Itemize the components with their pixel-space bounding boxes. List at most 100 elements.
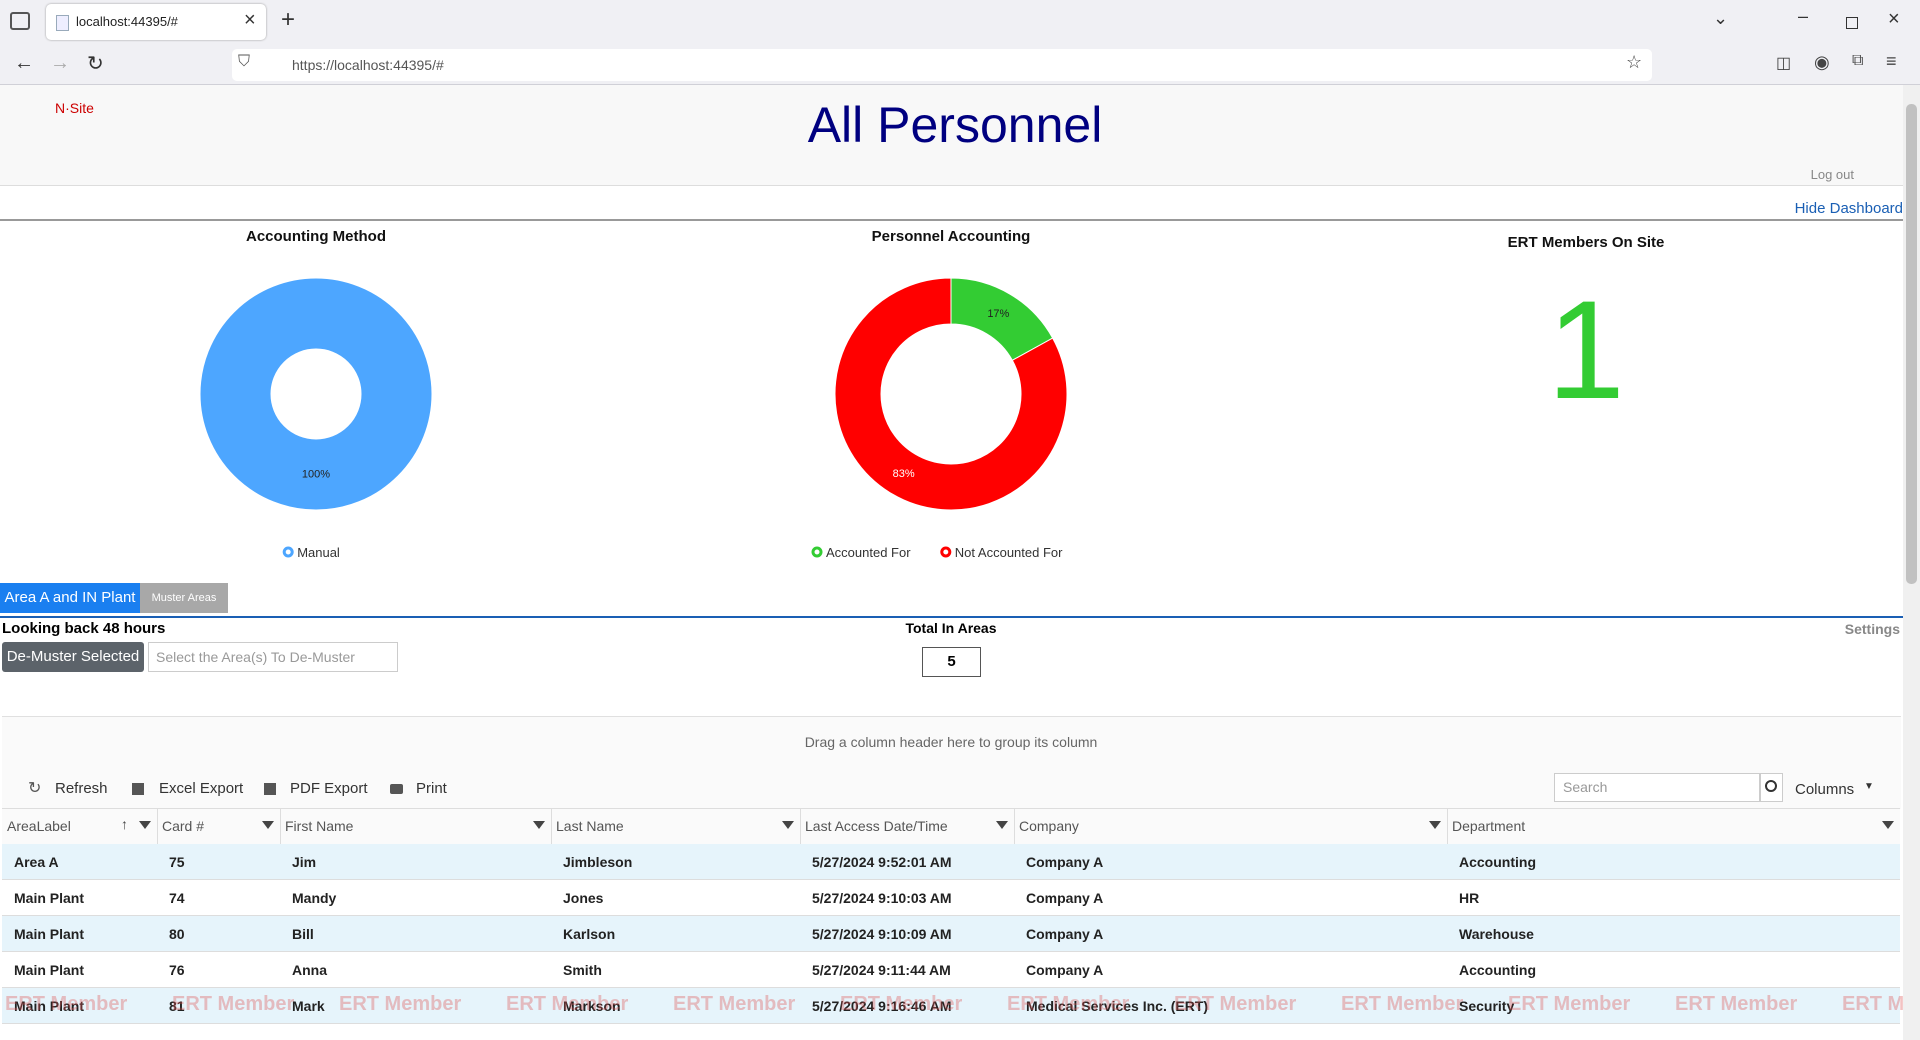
bookmark-star[interactable]: ☆ <box>1626 52 1643 72</box>
filter-icon[interactable] <box>262 821 274 829</box>
de-muster-button[interactable]: De-Muster Selected <box>2 642 144 672</box>
legend-label: Manual <box>297 545 340 560</box>
grid-cell: Warehouse <box>1459 926 1534 942</box>
tab-overflow[interactable]: ⌄ <box>1713 8 1729 28</box>
page-title: All Personnel <box>807 97 1103 153</box>
back[interactable]: ← <box>14 52 34 74</box>
search-box[interactable]: Search <box>1554 773 1760 802</box>
grid-cell: 5/27/2024 9:10:09 AM <box>812 926 952 942</box>
grid-cell: Bill <box>292 926 314 942</box>
pie-slice <box>199 277 433 511</box>
column-header[interactable]: Department <box>1452 818 1526 834</box>
grid-cell: Jimbleson <box>563 854 633 870</box>
grid-cell: 75 <box>169 854 185 870</box>
grid-cell: Jones <box>563 890 604 906</box>
print[interactable]: Print <box>416 780 447 797</box>
grid-cell: Markson <box>563 998 621 1014</box>
column-header[interactable]: First Name <box>285 818 354 834</box>
slice-label: 17% <box>987 308 1009 320</box>
extensions[interactable]: ⧉ <box>1852 52 1864 69</box>
grid-cell: Company A <box>1026 890 1104 906</box>
brand[interactable]: N·Site <box>55 100 94 116</box>
column-divider <box>157 808 158 844</box>
dashboard: Accounting Method 100% Manual Personnel Acc… <box>199 228 1068 560</box>
column-divider <box>280 808 281 844</box>
tab[interactable]: Area A and IN Plant <box>0 583 140 613</box>
chart-title: Personnel Accounting <box>872 228 1031 245</box>
grid-row[interactable] <box>2 952 1900 988</box>
grid-cell: Company A <box>1026 926 1104 942</box>
filter-icon[interactable] <box>1882 821 1894 829</box>
menu[interactable]: ≡ <box>1886 51 1897 71</box>
pdf-export[interactable]: PDF Export <box>290 780 368 797</box>
pocket[interactable]: ◫ <box>1776 55 1792 72</box>
filter-icon[interactable] <box>782 821 794 829</box>
column-header[interactable]: Last Access Date/Time <box>805 818 948 834</box>
sort-icon: ↑ <box>121 816 128 832</box>
grid-cell: 5/27/2024 9:10:03 AM <box>812 890 952 906</box>
divider <box>0 219 1903 221</box>
grid-cell: Area A <box>14 854 59 870</box>
grid-cell: Company A <box>1026 962 1104 978</box>
new-tab[interactable]: + <box>281 6 296 33</box>
tab[interactable]: Muster Areas <box>140 583 228 613</box>
close-window[interactable]: × <box>1888 8 1900 30</box>
account[interactable]: ◉ <box>1814 52 1830 72</box>
ert-count: 1 <box>1547 271 1625 428</box>
grid-cell: Accounting <box>1459 962 1536 978</box>
scrollbar-thumb[interactable] <box>1906 104 1917 584</box>
refresh-icon: ↻ <box>28 780 42 797</box>
grid-cell: Medical Services Inc. (ERT) <box>1026 998 1209 1014</box>
excel-icon <box>132 783 144 795</box>
chart-title: Accounting Method <box>246 228 386 245</box>
shield-icon[interactable]: ⛉ <box>238 53 251 70</box>
address-bar[interactable] <box>232 49 1652 81</box>
filter-icon[interactable] <box>1429 821 1441 829</box>
grid-row[interactable] <box>2 844 1900 880</box>
tab-list-icon[interactable] <box>10 12 30 30</box>
grid-cell: Main Plant <box>14 962 85 978</box>
grid-cell: Company A <box>1026 854 1104 870</box>
app-header <box>0 85 1903 186</box>
column-header[interactable]: AreaLabel <box>7 818 71 834</box>
tab-close[interactable]: × <box>244 9 256 31</box>
grid-cell: HR <box>1459 890 1480 906</box>
settings[interactable]: Settings <box>1844 621 1900 637</box>
grid-cell: 5/27/2024 9:11:44 AM <box>812 962 951 978</box>
grid-cell: Jim <box>292 854 317 870</box>
area-select[interactable]: Select the Area(s) To De-Muster <box>148 642 398 672</box>
grid-row[interactable] <box>2 880 1900 916</box>
tab-favicon <box>56 15 69 31</box>
browser-tab[interactable] <box>46 4 266 40</box>
grid-cell: 81 <box>169 998 185 1014</box>
refresh[interactable]: Refresh <box>55 780 108 797</box>
column-divider <box>800 808 801 844</box>
pdf-icon <box>264 783 276 795</box>
tab-underline <box>0 616 1903 618</box>
grid-cell: Security <box>1459 998 1515 1014</box>
maximize[interactable] <box>1846 17 1858 29</box>
column-divider <box>551 808 552 844</box>
grid-cell: Mandy <box>292 890 337 906</box>
total-label: Total In Areas <box>905 620 997 636</box>
grid-cell: Smith <box>563 962 602 978</box>
reload[interactable]: ↻ <box>87 53 104 75</box>
excel-export[interactable]: Excel Export <box>159 780 244 797</box>
filter-icon[interactable] <box>533 821 545 829</box>
columns-button[interactable]: Columns <box>1795 781 1855 798</box>
filter-icon[interactable] <box>139 821 151 829</box>
column-header[interactable]: Company <box>1019 818 1079 834</box>
column-header[interactable]: Card # <box>162 818 205 834</box>
logout[interactable]: Log out <box>1810 167 1854 182</box>
print-icon <box>390 784 403 794</box>
grid-cell: 80 <box>169 926 185 942</box>
grid-row[interactable] <box>2 916 1900 952</box>
grid-row[interactable] <box>2 988 1900 1024</box>
filter-icon[interactable] <box>996 821 1008 829</box>
forward[interactable]: → <box>50 52 70 74</box>
column-header[interactable]: Last Name <box>556 818 624 834</box>
grid-cell: 74 <box>169 890 185 906</box>
hide-dashboard[interactable]: Hide Dashboard <box>1794 200 1903 217</box>
minimize[interactable]: – <box>1798 6 1809 26</box>
